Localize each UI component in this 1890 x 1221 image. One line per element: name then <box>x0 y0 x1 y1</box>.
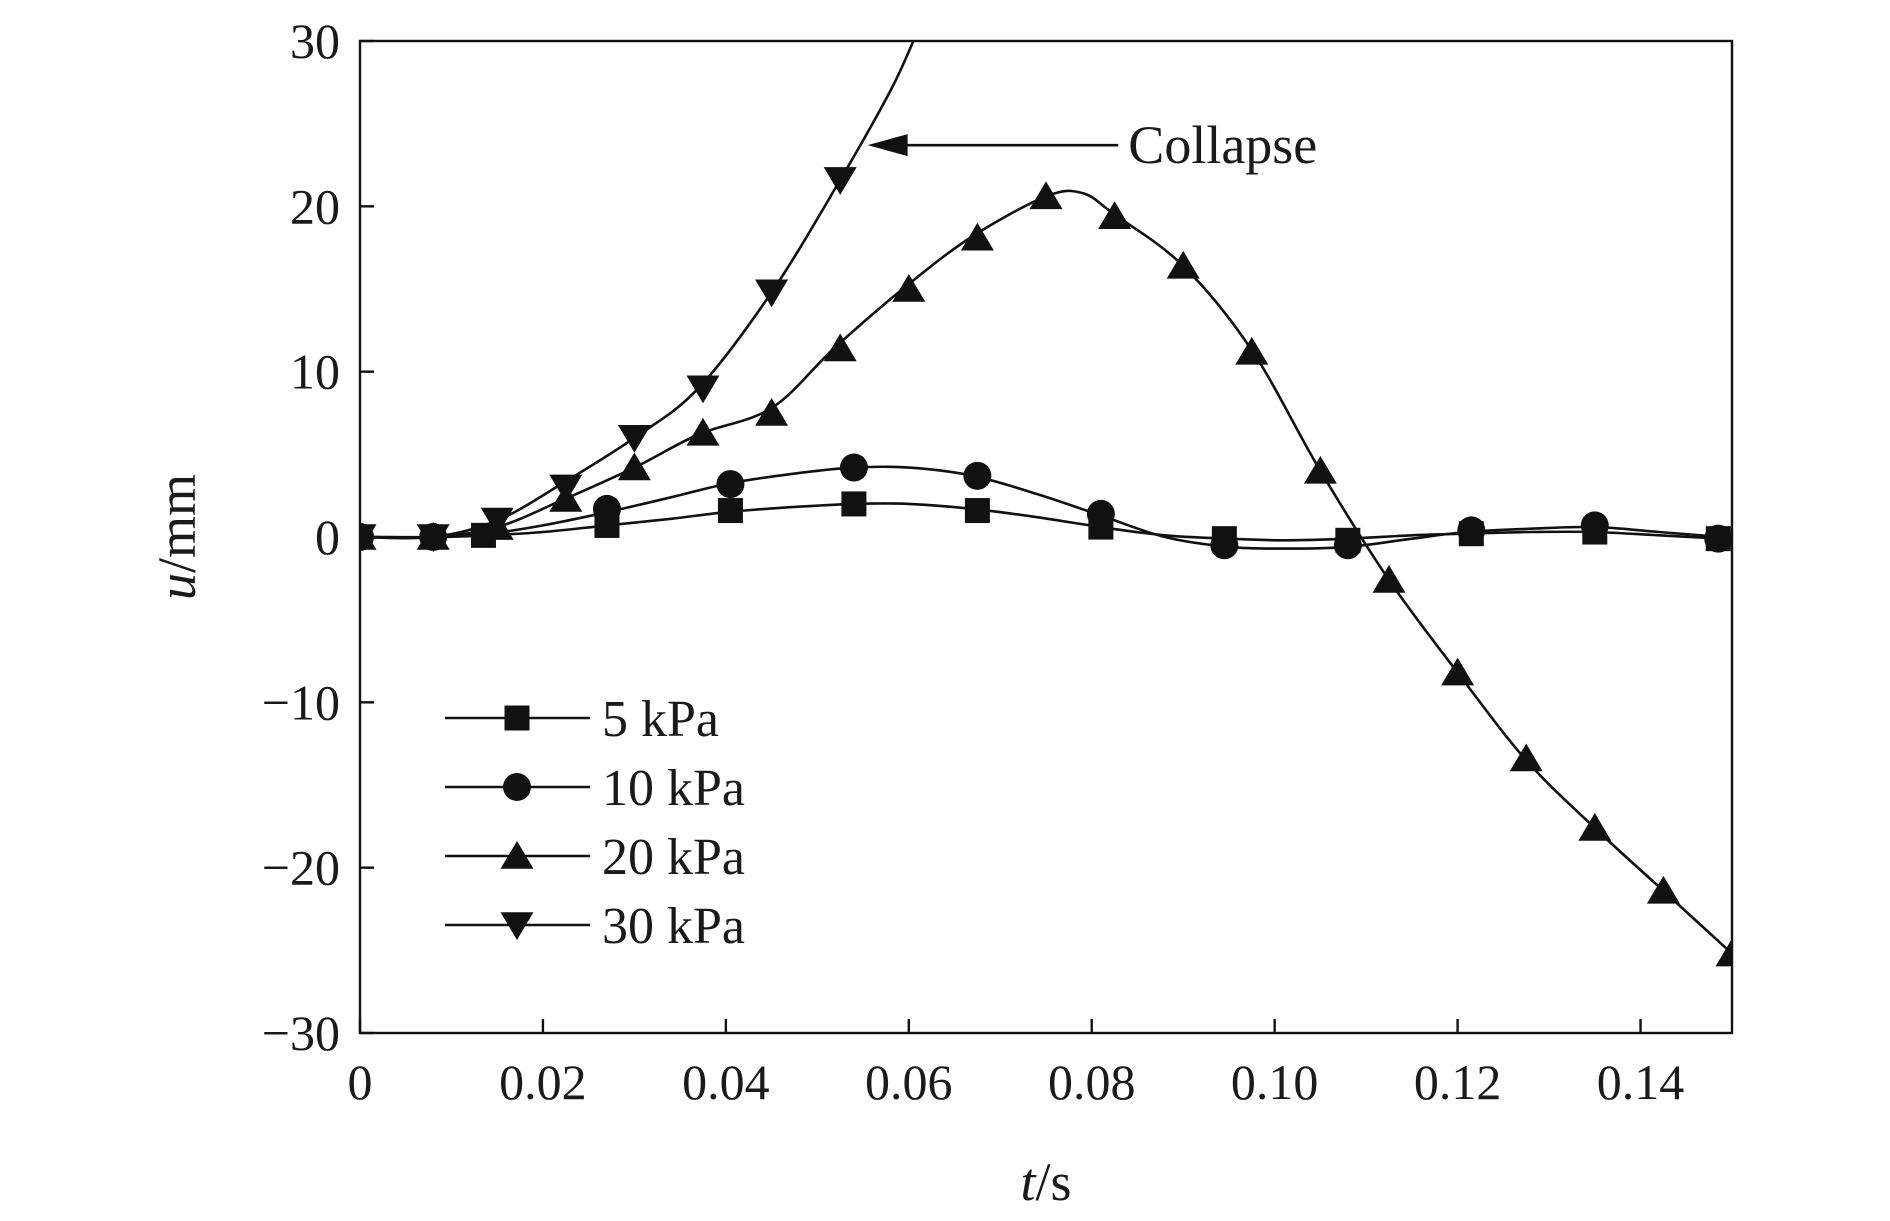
series-marker <box>1166 250 1200 279</box>
series-marker <box>755 279 789 308</box>
series-marker <box>963 461 992 490</box>
series-marker <box>1303 455 1337 484</box>
series-marker <box>1509 743 1543 772</box>
series-marker <box>1029 181 1063 210</box>
x-axis-unit: /s <box>1035 1152 1071 1212</box>
series-marker <box>823 333 857 362</box>
y-tick-label: 0 <box>315 509 340 565</box>
annotation-label: Collapse <box>1128 115 1317 175</box>
y-tick-label: −20 <box>262 840 340 896</box>
series-marker <box>839 453 868 482</box>
legend-item-1: 10 kPa <box>445 760 745 817</box>
series-marker <box>1372 564 1406 593</box>
series-marker <box>1333 531 1362 560</box>
series-marker <box>1580 511 1609 540</box>
series-marker <box>841 491 867 517</box>
legend-item-3: 30 kPa <box>445 898 745 955</box>
x-axis-title: t/s <box>1020 1152 1071 1212</box>
series-marker <box>755 398 789 426</box>
series-marker <box>480 507 514 536</box>
annotation-arrow-head <box>867 134 908 157</box>
series-marker <box>549 474 583 503</box>
series-marker <box>716 470 745 499</box>
series-marker <box>1210 531 1239 560</box>
series-2 <box>360 181 1732 967</box>
x-axis-var: t <box>1020 1152 1037 1212</box>
series-marker <box>823 167 857 195</box>
series-marker <box>717 498 743 524</box>
annotation-collapse: Collapse <box>867 115 1317 175</box>
series-group <box>360 41 1732 967</box>
annotations: Collapse <box>867 115 1317 175</box>
legend-item-2: 20 kPa <box>445 829 745 886</box>
series-marker <box>1578 812 1612 841</box>
y-tick-label: 30 <box>290 13 340 69</box>
plot-area <box>360 41 1732 967</box>
series-marker <box>1715 938 1732 967</box>
series-marker <box>960 222 994 251</box>
legend-marker <box>500 912 534 940</box>
x-tick-label: 0.08 <box>1048 1054 1136 1110</box>
series-marker <box>1457 516 1486 545</box>
axes: 0 0.02 0.04 0.06 0.08 0.10 0.12 0.14 −30 −20 −10 0 1… <box>147 13 1734 1212</box>
series-marker <box>1704 524 1732 553</box>
x-tick-label: 0 <box>348 1054 373 1110</box>
series-marker <box>1098 201 1132 230</box>
y-tick-label: −10 <box>262 674 340 730</box>
series-marker <box>686 375 720 404</box>
legend-label: 10 kPa <box>602 760 745 817</box>
y-tick-label: 20 <box>290 178 340 234</box>
legend-marker <box>503 773 531 801</box>
legend-marker <box>504 705 530 731</box>
legend-label: 20 kPa <box>602 829 745 886</box>
series-line <box>360 41 915 540</box>
series-marker <box>1086 499 1115 528</box>
series-marker <box>592 494 621 523</box>
y-tick-label: 10 <box>290 344 340 400</box>
legend-label: 30 kPa <box>602 898 745 955</box>
series-line <box>360 189 1732 955</box>
series-marker <box>1646 875 1680 904</box>
y-axis-unit: /mm <box>147 474 207 573</box>
x-tick-label: 0.06 <box>865 1054 953 1110</box>
x-tick-label: 0.02 <box>499 1054 587 1110</box>
y-axis-title: u/mm <box>147 474 207 600</box>
series-marker <box>1235 336 1269 365</box>
x-tick-label: 0.04 <box>682 1054 770 1110</box>
y-axis-var: u <box>147 573 207 600</box>
series-marker <box>416 524 450 552</box>
series-marker <box>617 425 651 453</box>
x-tick-label: 0.14 <box>1597 1054 1685 1110</box>
x-tick-label: 0.12 <box>1414 1054 1502 1110</box>
legend-item-0: 5 kPa <box>445 691 719 748</box>
series-marker <box>892 274 926 302</box>
series-marker <box>964 498 990 524</box>
x-tick-label: 0.10 <box>1231 1054 1319 1110</box>
series-marker <box>617 452 651 481</box>
series-marker <box>686 417 720 446</box>
y-tick-label: −30 <box>262 1005 340 1061</box>
legend-marker <box>500 841 534 869</box>
legend-label: 5 kPa <box>602 691 719 748</box>
legend: 5 kPa 10 kPa 20 kPa 30 kPa <box>445 691 745 955</box>
series-marker <box>1441 657 1475 686</box>
